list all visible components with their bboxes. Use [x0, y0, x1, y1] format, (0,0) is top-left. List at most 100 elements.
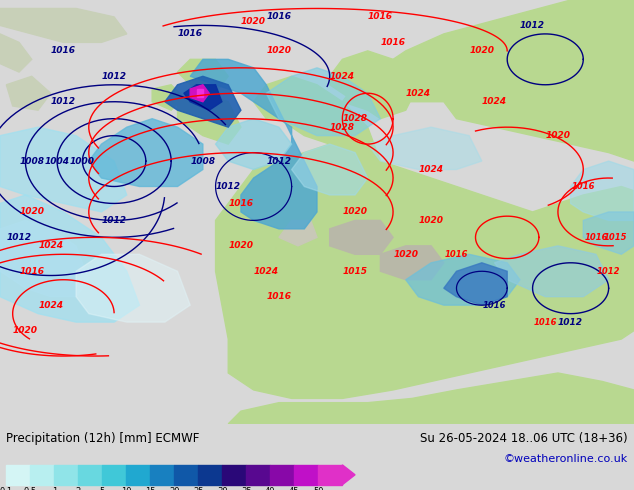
Text: 1012: 1012 [266, 157, 292, 166]
Bar [126, 465, 150, 485]
Text: Precipitation (12h) [mm] ECMWF: Precipitation (12h) [mm] ECMWF [6, 432, 200, 445]
Text: 1012: 1012 [558, 318, 583, 327]
Bar [79, 465, 102, 485]
Polygon shape [279, 220, 317, 246]
Text: 1016: 1016 [266, 292, 292, 301]
Polygon shape [178, 59, 228, 93]
Polygon shape [0, 8, 127, 43]
Bar [6, 465, 30, 485]
Text: 1024: 1024 [418, 165, 444, 174]
Text: 1024: 1024 [406, 89, 431, 98]
Polygon shape [342, 305, 361, 318]
Text: 2: 2 [75, 487, 81, 490]
Text: 1012: 1012 [51, 97, 76, 106]
Polygon shape [368, 127, 482, 170]
Text: 0.1: 0.1 [0, 487, 13, 490]
Bar [223, 465, 247, 485]
Polygon shape [368, 322, 387, 335]
Text: 1016: 1016 [51, 47, 76, 55]
Text: 35: 35 [241, 487, 252, 490]
Text: 1016: 1016 [178, 29, 203, 38]
Text: 1020: 1020 [228, 242, 254, 250]
Text: 1008: 1008 [19, 157, 44, 166]
Bar [55, 465, 79, 485]
Text: 1016: 1016 [380, 38, 406, 47]
Text: 1020: 1020 [241, 17, 266, 25]
Text: 20: 20 [169, 487, 179, 490]
Polygon shape [216, 119, 292, 170]
Polygon shape [342, 0, 634, 161]
Text: 1016: 1016 [571, 182, 595, 191]
Text: 1016: 1016 [584, 233, 608, 242]
Polygon shape [380, 246, 444, 280]
Bar [30, 465, 55, 485]
Text: Su 26-05-2024 18..06 UTC (18+36): Su 26-05-2024 18..06 UTC (18+36) [420, 432, 628, 445]
Polygon shape [197, 89, 203, 98]
Polygon shape [330, 220, 393, 254]
Polygon shape [178, 93, 241, 144]
Polygon shape [0, 127, 127, 212]
Text: 1020: 1020 [469, 47, 495, 55]
Text: 1012: 1012 [101, 72, 127, 81]
Text: 1016: 1016 [533, 318, 557, 327]
Text: 30: 30 [217, 487, 228, 490]
Text: 1024: 1024 [482, 97, 507, 106]
Text: 1024: 1024 [38, 242, 63, 250]
Text: 1016: 1016 [368, 12, 393, 22]
Polygon shape [6, 76, 51, 110]
Text: 1016: 1016 [228, 199, 254, 208]
Text: 1004: 1004 [44, 157, 70, 166]
Polygon shape [152, 85, 184, 110]
Text: 50: 50 [313, 487, 323, 490]
Polygon shape [165, 76, 241, 127]
Text: 1015: 1015 [342, 267, 368, 276]
Bar [294, 465, 318, 485]
Polygon shape [216, 144, 634, 398]
Polygon shape [228, 373, 634, 424]
Text: 1020: 1020 [13, 326, 38, 335]
Text: 1028: 1028 [342, 114, 368, 123]
Text: 25: 25 [193, 487, 204, 490]
Bar [247, 465, 270, 485]
Polygon shape [0, 220, 89, 297]
Text: 1012: 1012 [216, 182, 241, 191]
Text: 1020: 1020 [342, 207, 368, 217]
Text: 10: 10 [121, 487, 132, 490]
Text: 1012: 1012 [6, 233, 32, 242]
Text: 0.5: 0.5 [24, 487, 37, 490]
Text: 1016: 1016 [444, 250, 469, 259]
Bar [102, 465, 126, 485]
Bar [150, 465, 174, 485]
Text: 1016: 1016 [482, 301, 507, 310]
Polygon shape [266, 68, 380, 136]
Polygon shape [190, 59, 317, 229]
Text: 1000: 1000 [70, 157, 95, 166]
Text: 5: 5 [100, 487, 105, 490]
Text: 1012: 1012 [597, 267, 621, 276]
Polygon shape [406, 254, 520, 305]
Bar [318, 465, 342, 485]
Bar [198, 465, 223, 485]
Text: 40: 40 [265, 487, 276, 490]
Text: 1012: 1012 [101, 216, 127, 225]
Bar [270, 465, 294, 485]
Polygon shape [89, 119, 203, 187]
Text: 1020: 1020 [418, 216, 444, 225]
Text: 1016: 1016 [266, 12, 292, 22]
Text: 1024: 1024 [330, 72, 355, 81]
Text: 1024: 1024 [38, 301, 63, 310]
Polygon shape [571, 161, 634, 220]
Text: 15: 15 [145, 487, 155, 490]
Polygon shape [342, 465, 355, 485]
Text: 1008: 1008 [190, 157, 216, 166]
Polygon shape [76, 254, 190, 322]
Bar [174, 465, 198, 485]
Polygon shape [0, 34, 32, 72]
Polygon shape [254, 76, 380, 161]
Polygon shape [0, 195, 139, 322]
Text: 1016: 1016 [19, 267, 44, 276]
Text: 1024: 1024 [254, 267, 279, 276]
Text: 1012: 1012 [520, 21, 545, 30]
Polygon shape [190, 85, 209, 102]
Polygon shape [495, 246, 609, 297]
